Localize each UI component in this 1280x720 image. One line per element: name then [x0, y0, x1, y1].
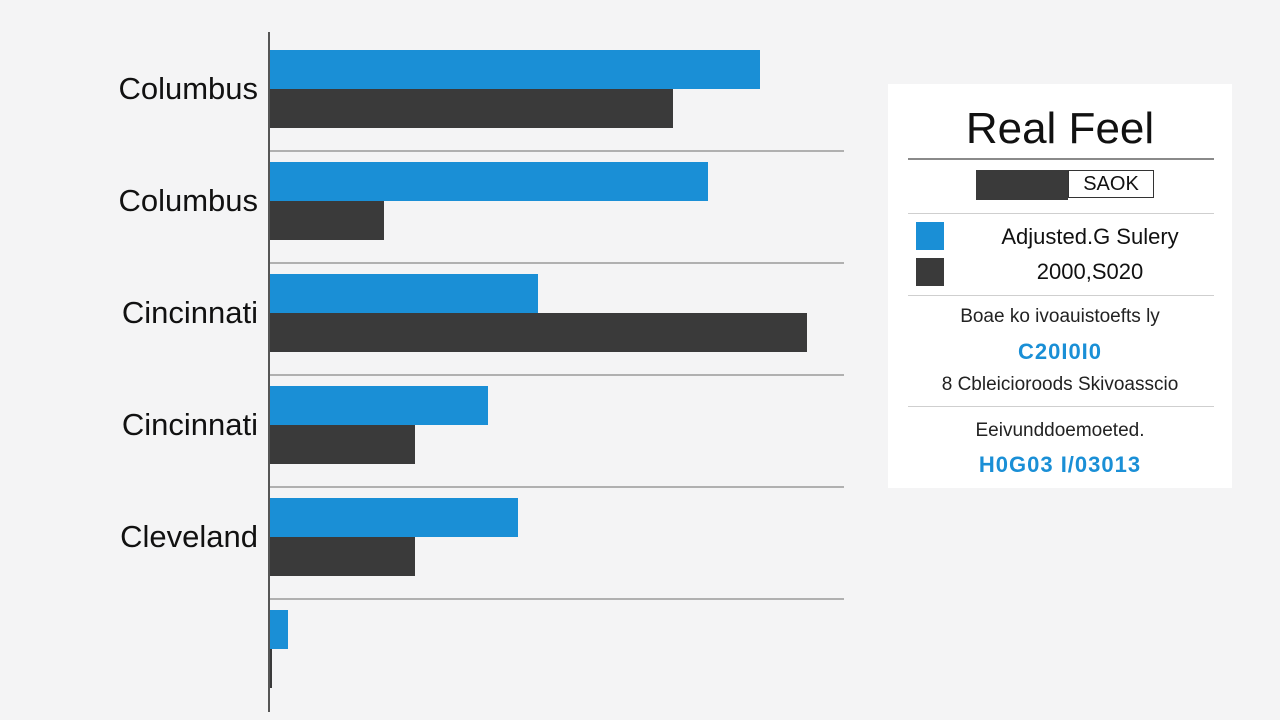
- category-label-4: Cleveland: [120, 519, 258, 554]
- bars-layer: [270, 50, 807, 688]
- bar-dark-5: [270, 649, 272, 688]
- bar-blue-3: [270, 386, 488, 425]
- badge-divider: [908, 213, 1214, 214]
- legend-divider: [908, 295, 1214, 296]
- value-1: C20I0I0: [1017, 339, 1103, 364]
- legend-swatch-dark: [916, 258, 944, 286]
- badge-label: SAOK: [1068, 170, 1154, 198]
- bar-blue-4: [270, 498, 518, 537]
- note-2: 8 Cbleicioroods Skivoasscio: [941, 374, 1179, 395]
- group-separators: [269, 150, 844, 600]
- bar-dark-0: [270, 89, 673, 128]
- bar-dark-1: [270, 201, 384, 240]
- bar-dark-4: [270, 537, 415, 576]
- legend-label-blue: Adjusted.G Sulery: [1001, 224, 1179, 249]
- bar-dark-2: [270, 313, 807, 352]
- panel-title: Real Feel: [965, 104, 1155, 153]
- category-label-3: Cincinnati: [122, 407, 258, 442]
- category-label-0: Columbus: [118, 71, 258, 106]
- badge-row: SAOK: [976, 170, 1156, 200]
- category-label-1: Columbus: [118, 183, 258, 218]
- bar-blue-2: [270, 274, 538, 313]
- bar-blue-0: [270, 50, 760, 89]
- note-1: Boae ko ivoauistoefts ly: [960, 306, 1160, 327]
- category-labels: Columbus Columbus Cincinnati Cincinnati Clev…: [118, 71, 258, 554]
- note-divider: [908, 406, 1214, 407]
- note-3: Eeivunddoemoeted.: [975, 420, 1145, 441]
- badge-swatch: [976, 170, 1068, 200]
- legend-label-dark: 2000,S020: [1036, 259, 1144, 284]
- legend-panel: Real Feel SAOK Adjusted.G Sulery 2000,S0…: [888, 84, 1232, 488]
- value-2: H0G03 I/03013: [978, 452, 1142, 477]
- bar-blue-1: [270, 162, 708, 201]
- title-divider: [908, 158, 1214, 160]
- bar-blue-5: [270, 610, 288, 649]
- legend-swatch-blue: [916, 222, 944, 250]
- bar-dark-3: [270, 425, 415, 464]
- category-label-2: Cincinnati: [122, 295, 258, 330]
